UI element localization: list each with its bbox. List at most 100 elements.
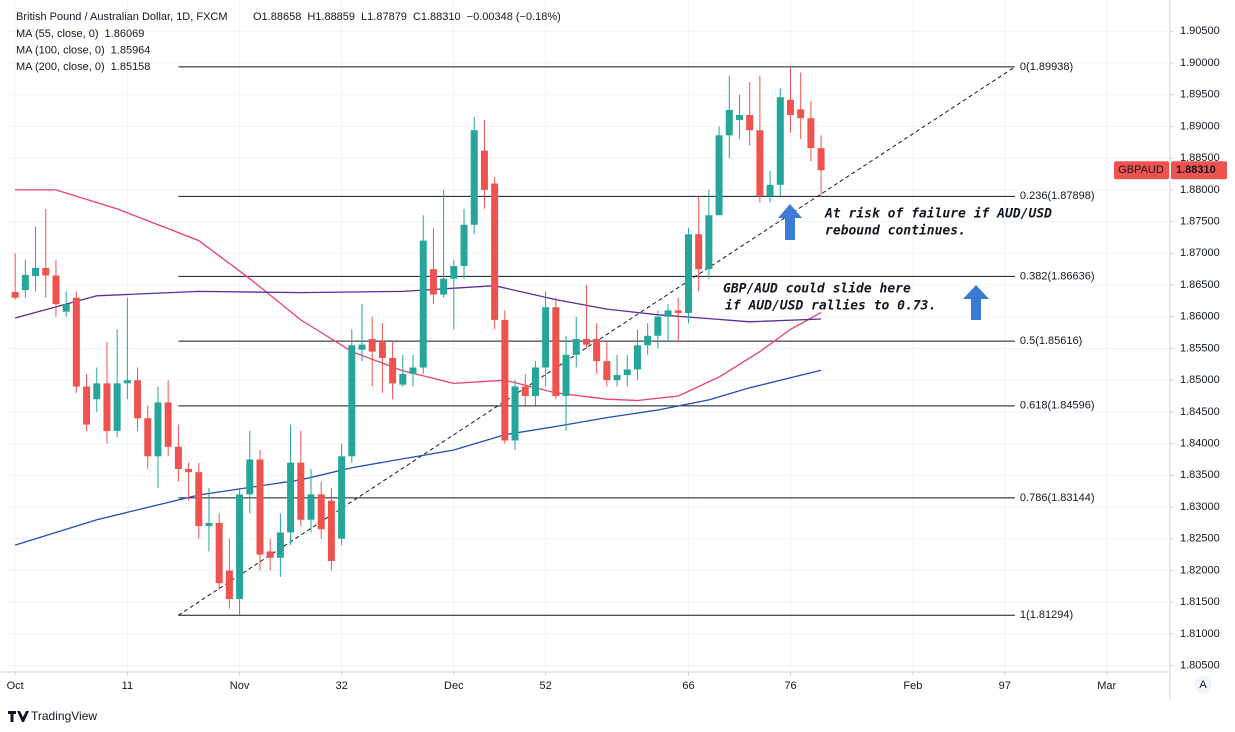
candle-body [399,373,407,385]
grid [8,0,1170,672]
fib-label: 0.786(1.83144) [1020,492,1095,504]
candle-body [287,462,295,533]
auto-scale-label[interactable]: A [1199,679,1207,691]
candle-body [317,494,325,530]
candle-body [766,184,774,197]
candle-body [460,224,468,266]
candle-body [542,307,550,368]
candle-body [185,468,193,473]
candle-body [715,135,723,216]
header-change: −0.00348 (−0.18%) [467,11,561,23]
candle-body [776,97,784,185]
candle-body [52,275,60,305]
candle-body [684,234,692,313]
candle-body [756,130,764,197]
legend: British Pound / Australian Dollar, 1D, F… [16,11,561,73]
header-symbol: British Pound / Australian Dollar, 1D, F… [16,11,228,23]
candle-body [276,532,284,558]
x-tick-label: Feb [903,680,922,692]
arrow-up [963,285,989,320]
legend-label: MA (200, close, 0) [16,61,105,73]
candle-body [440,278,448,295]
candle-body [572,338,580,355]
x-tick-label: 32 [335,680,347,692]
y-tick-label: 1.84000 [1180,438,1220,450]
y-tick-label: 1.90500 [1180,25,1220,37]
legend-value: 1.85158 [111,61,151,73]
candle-body [195,472,203,527]
annotation: rebound continues. [825,224,966,239]
x-tick-label: 11 [122,680,133,692]
candle-body [246,459,254,495]
candle-body [93,383,101,400]
candle-body [562,354,570,397]
symbol-tag-label: GBPAUD [1118,164,1164,176]
candle-body [531,367,539,397]
legend-value: 1.86069 [105,28,145,40]
candle-body [501,319,509,441]
arrow-up [778,204,802,240]
y-tick-label: 1.88500 [1180,152,1220,164]
candle-body [134,380,142,419]
y-tick-label: 1.81000 [1180,628,1220,640]
candle-body [786,99,794,116]
candle-body [674,310,682,313]
y-tick-label: 1.85000 [1180,374,1220,386]
annotation: GBP/AUD could slide here [723,282,911,297]
candle-body [470,130,478,225]
x-tick-label: 76 [784,680,796,692]
candle-body [623,369,631,376]
candle-body [154,402,162,457]
candle-body [113,383,121,431]
candle-body [123,380,131,384]
candle-body [807,118,815,149]
x-tick-label: 97 [999,680,1011,692]
candle-body [32,267,40,277]
candle-body [654,316,662,336]
candle-body [817,148,825,171]
candle-body [378,342,386,358]
candle-body [491,183,499,320]
y-tick-label: 1.85500 [1180,342,1220,354]
y-tick-label: 1.87500 [1180,215,1220,227]
annotation: if AUD/USD rallies to 0.73. [725,299,936,314]
fib-label: 0.618(1.84596) [1020,400,1095,412]
y-tick-label: 1.83000 [1180,501,1220,513]
candle-body [62,304,70,312]
auto-scale-button[interactable] [1194,676,1212,694]
y-tick-label: 1.84500 [1180,406,1220,418]
candle-body [205,522,213,527]
y-tick-label: 1.83500 [1180,469,1220,481]
brand-logo [8,711,29,722]
candle-body [256,459,264,555]
candle-body [72,297,80,387]
candle-body [725,109,733,136]
candle-body [409,367,417,374]
candle-body [450,265,458,279]
candle-body [521,386,529,397]
x-tick-label: 66 [682,680,694,692]
y-tick-label: 1.82500 [1180,533,1220,545]
axes: 1.80500 1.81000 1.81500 1.82000 1.82500 1.830… [7,25,1227,692]
candle-body [735,115,743,121]
candle-body [664,310,672,317]
candle-body [705,215,713,270]
candle-body [174,446,182,469]
candle-body [633,345,641,370]
symbol-tag [1114,161,1169,180]
fib-label: 0(1.89938) [1020,61,1073,73]
plot-area: 0(1.89938) 0.236(1.87898) 0.382(1.86636) 0.… [11,61,1095,621]
annotation: At risk of failure if AUD/USD [824,207,1052,222]
moving-average [15,189,822,402]
header-high: H1.88859 [307,11,355,23]
header-low: L1.87879 [361,11,407,23]
candle-body [480,150,488,190]
candle-body [225,570,233,600]
candle-body [797,109,805,119]
price-tag [1171,161,1227,180]
candle-body [348,345,356,457]
moving-average [14,285,822,323]
candle-body [327,500,335,561]
y-tick-label: 1.89500 [1180,89,1220,101]
candle-body [368,338,376,352]
